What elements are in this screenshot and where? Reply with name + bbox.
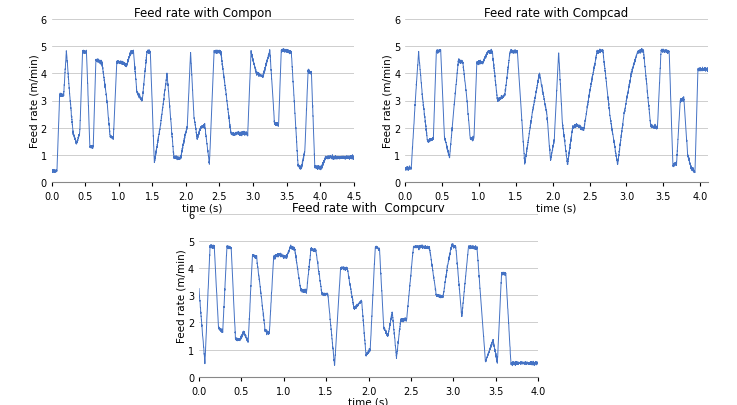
Title: Feed rate with Compcad: Feed rate with Compcad bbox=[484, 7, 629, 20]
X-axis label: time (s): time (s) bbox=[183, 202, 223, 213]
Y-axis label: Feed rate (m/min): Feed rate (m/min) bbox=[383, 55, 393, 148]
Y-axis label: Feed rate (m/min): Feed rate (m/min) bbox=[29, 55, 39, 148]
Title: Feed rate with Compon: Feed rate with Compon bbox=[134, 7, 271, 20]
Y-axis label: Feed rate (m/min): Feed rate (m/min) bbox=[176, 249, 186, 342]
X-axis label: time (s): time (s) bbox=[537, 202, 576, 213]
Title: Feed rate with  Compcurv: Feed rate with Compcurv bbox=[292, 202, 445, 215]
X-axis label: time (s): time (s) bbox=[349, 397, 388, 405]
